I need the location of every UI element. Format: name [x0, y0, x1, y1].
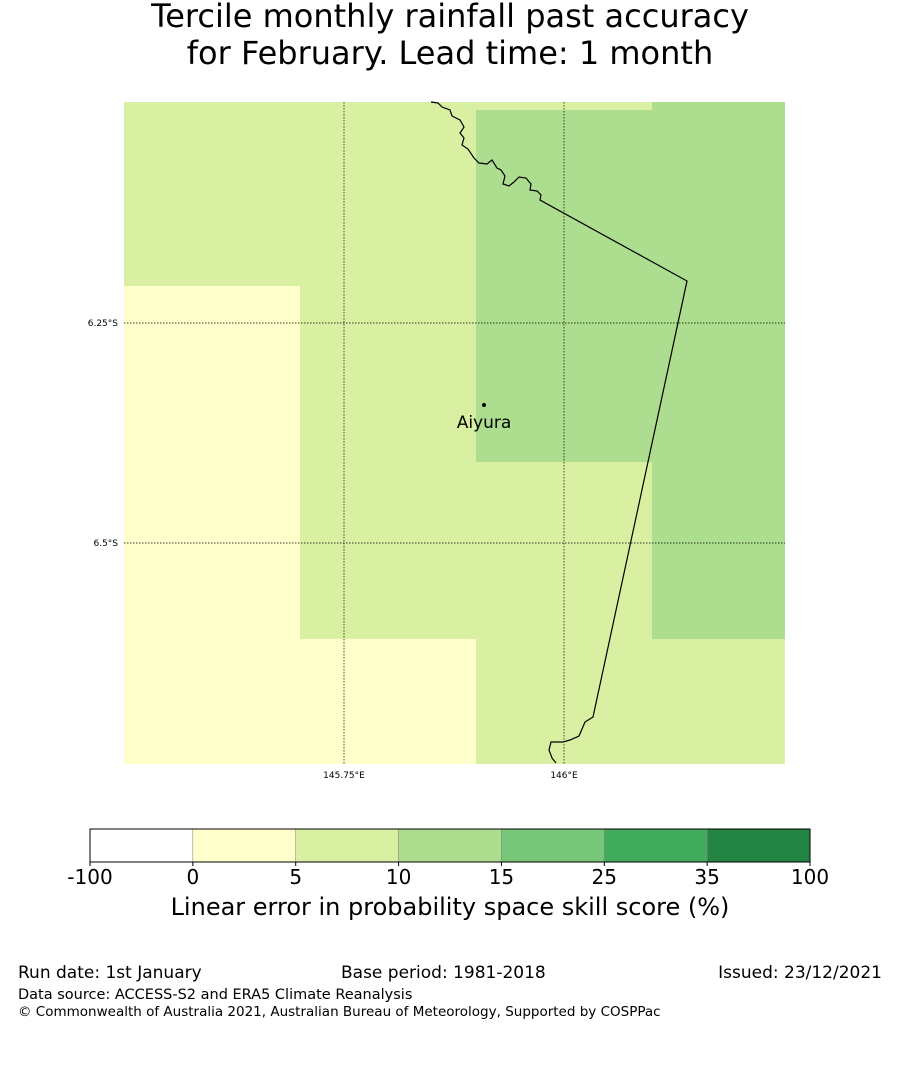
colorbar-swatch-4: [501, 828, 605, 863]
grid-cell-south-east: [652, 639, 785, 764]
map-title-line-2: for February. Lead time: 1 month: [186, 34, 714, 72]
place-marker-aiyura: Aiyura: [457, 403, 512, 433]
issued-date: Issued: 23/12/2021: [718, 963, 882, 983]
colorbar-tick-label-1: 0: [186, 865, 199, 889]
colorbar-swatch-6: [706, 828, 811, 863]
colorbar-swatch-3: [398, 828, 502, 863]
grid-cell-central: [300, 286, 476, 639]
colorbar-tick-label-6: 35: [694, 865, 719, 889]
colorbar-outline: [89, 828, 811, 863]
copyright: © Commonwealth of Australia 2021, Austra…: [18, 1004, 661, 1020]
grid-cell-north-west: [124, 102, 476, 286]
place-label: Aiyura: [457, 413, 512, 433]
lon-label-146: 146°E: [550, 771, 578, 781]
colorbar-swatch-0: [89, 828, 194, 863]
province-boundary: [430, 101, 688, 764]
colorbar-tick-label-5: 25: [592, 865, 617, 889]
colorbar-tick-label-7: 100: [791, 865, 829, 889]
colorbar-tick-label-2: 5: [289, 865, 302, 889]
skill-map: Aiyura 6.25°S 6.5°S 145.75°E 146°E: [88, 101, 785, 781]
axis-labels: 6.25°S 6.5°S 145.75°E 146°E: [88, 319, 578, 781]
grid-cell-west: [124, 286, 300, 764]
colorbar-swatch-1: [192, 828, 296, 863]
colorbar-label: Linear error in probability space skill …: [170, 893, 730, 921]
data-source: Data source: ACCESS-S2 and ERA5 Climate …: [18, 987, 413, 1003]
colorbar-swatch-5: [604, 828, 708, 863]
lat-label-6-5: 6.5°S: [93, 539, 118, 549]
grid-cell-east: [652, 102, 785, 639]
colorbar-swatch-2: [295, 828, 399, 863]
map-title-line-1: Tercile monthly rainfall past accuracy: [151, 0, 749, 35]
base-period: Base period: 1981-2018: [341, 963, 546, 983]
graticule: [124, 102, 785, 764]
grid-cell-south-west: [300, 639, 476, 764]
skill-grid: [124, 102, 785, 764]
colorbar-ticks: -100 0 5 10 15 25 35 100: [67, 862, 829, 889]
lat-label-6-25: 6.25°S: [88, 319, 119, 329]
colorbar-tick-label-4: 15: [489, 865, 514, 889]
colorbar-tick-label-0: -100: [67, 865, 112, 889]
lon-label-145-75: 145.75°E: [323, 771, 365, 781]
run-date: Run date: 1st January: [18, 963, 202, 983]
colorbar-tick-label-3: 10: [386, 865, 411, 889]
colorbar-swatches: [89, 828, 811, 863]
place-dot: [482, 403, 486, 407]
